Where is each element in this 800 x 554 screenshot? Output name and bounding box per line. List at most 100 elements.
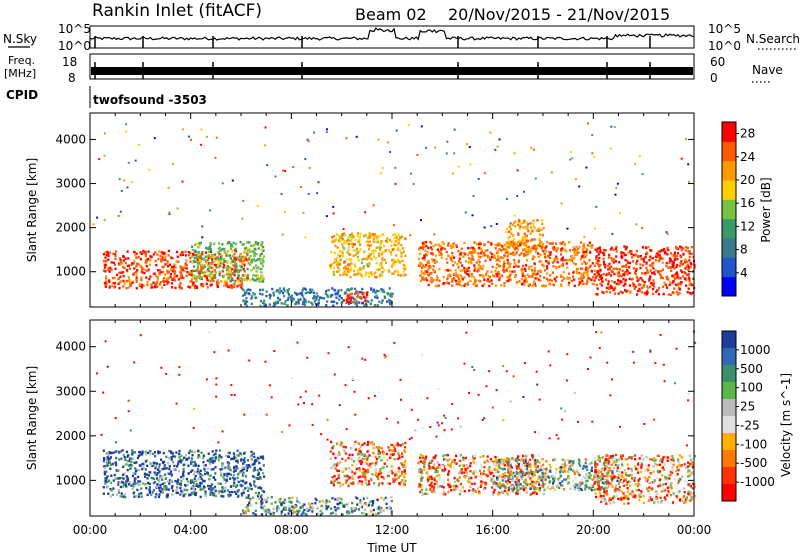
data-cell — [575, 251, 579, 254]
data-cell — [244, 475, 248, 478]
data-cell — [239, 264, 242, 268]
data-cell — [169, 273, 172, 276]
data-cell — [241, 277, 244, 281]
data-cell — [458, 279, 461, 282]
data-cell — [179, 281, 182, 285]
data-cell — [167, 186, 170, 189]
data-cell — [233, 285, 236, 288]
data-cell — [144, 261, 147, 264]
data-cell — [491, 493, 495, 496]
data-cell — [429, 488, 432, 491]
data-cell — [434, 284, 437, 288]
data-cell — [577, 251, 580, 254]
data-cell — [128, 467, 132, 470]
data-cell — [436, 276, 439, 280]
data-cell — [540, 284, 544, 288]
data-cell — [560, 202, 563, 205]
data-cell — [204, 493, 207, 496]
data-cell — [473, 264, 476, 267]
data-cell — [207, 474, 210, 477]
data-cell — [630, 249, 633, 253]
data-cell — [513, 152, 516, 155]
data-cell — [217, 492, 220, 495]
data-cell — [616, 469, 619, 472]
data-cell — [558, 265, 561, 268]
data-cell — [448, 464, 451, 467]
data-cell — [195, 479, 198, 482]
data-cell — [281, 291, 285, 295]
data-cell — [370, 299, 373, 302]
data-cell — [629, 291, 632, 295]
data-cell — [524, 460, 527, 463]
velocity-data — [95, 330, 697, 517]
data-cell — [193, 461, 196, 464]
data-cell — [622, 284, 625, 287]
data-cell — [477, 255, 480, 258]
data-cell — [477, 252, 480, 255]
data-cell — [545, 272, 549, 275]
data-cell — [467, 273, 470, 276]
data-cell — [358, 456, 361, 459]
data-cell — [638, 283, 641, 286]
data-cell — [394, 182, 397, 185]
data-cell — [552, 265, 555, 268]
data-cell — [206, 279, 209, 282]
data-cell — [375, 246, 378, 249]
data-cell — [164, 258, 167, 261]
data-cell — [245, 481, 248, 484]
data-cell — [528, 458, 531, 461]
data-cell — [201, 266, 204, 269]
data-cell — [639, 276, 642, 280]
data-cell — [212, 493, 215, 496]
data-cell — [388, 298, 391, 302]
data-cell — [106, 250, 109, 254]
data-cell — [220, 456, 223, 459]
data-cell — [540, 228, 543, 231]
data-cell — [497, 463, 500, 467]
data-cell — [104, 482, 107, 485]
data-cell — [436, 482, 439, 485]
data-cell — [230, 286, 234, 290]
data-cell — [524, 269, 527, 272]
data-cell — [346, 296, 349, 300]
data-cell — [365, 455, 368, 458]
data-cell — [480, 251, 483, 254]
data-cell — [289, 295, 292, 298]
data-cell — [130, 466, 133, 470]
data-cell — [184, 250, 187, 253]
data-cell — [215, 266, 218, 269]
data-cell — [604, 472, 607, 476]
data-cell — [569, 460, 572, 463]
data-cell — [526, 462, 529, 465]
data-cell — [135, 278, 138, 281]
data-cell — [114, 477, 117, 480]
data-cell — [582, 276, 585, 279]
data-cell — [440, 253, 443, 256]
data-cell — [209, 457, 212, 460]
data-cell — [227, 241, 230, 244]
data-cell — [194, 470, 197, 474]
data-cell — [543, 256, 547, 259]
data-cell — [602, 272, 605, 276]
data-cell — [199, 475, 202, 478]
data-cell — [481, 473, 484, 476]
data-cell — [210, 483, 214, 486]
data-cell — [240, 259, 243, 263]
data-cell — [370, 233, 373, 237]
data-cell — [428, 484, 431, 487]
data-cell — [313, 300, 316, 303]
data-cell — [399, 249, 402, 252]
data-cell — [433, 477, 436, 480]
data-cell — [666, 246, 669, 250]
data-cell — [134, 467, 137, 470]
data-cell — [204, 494, 207, 497]
data-cell — [582, 252, 585, 255]
data-cell — [503, 464, 506, 467]
data-cell — [454, 261, 457, 264]
nsky-label: N.Sky — [3, 32, 37, 46]
data-cell — [561, 463, 564, 466]
data-cell — [596, 247, 599, 250]
data-cell — [427, 493, 430, 496]
data-cell — [566, 464, 569, 467]
data-cell — [122, 271, 125, 274]
